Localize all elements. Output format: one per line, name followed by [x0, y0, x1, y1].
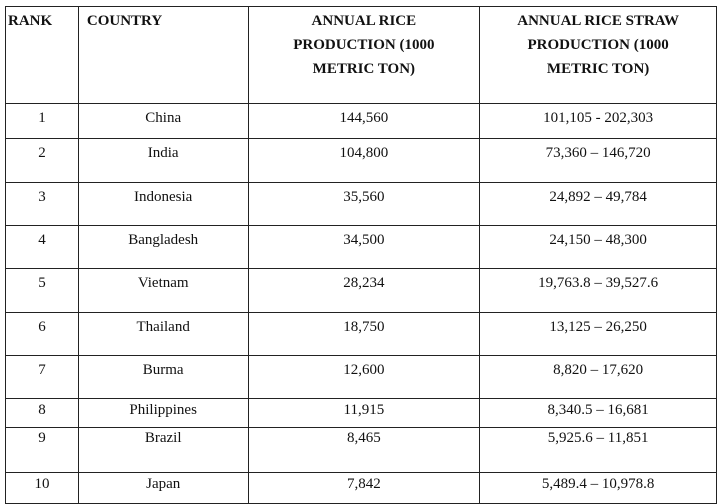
cell-rank: 2: [5, 138, 79, 183]
cell-straw-production: 5,489.4 – 10,978.8: [479, 472, 717, 504]
cell-rice-production: 12,600: [247, 355, 481, 399]
cell-rank: 9: [5, 427, 79, 473]
table-row: 1 China 144,560 101,105 - 202,303: [5, 103, 717, 139]
cell-straw-production: 101,105 - 202,303: [479, 103, 717, 139]
table-row: 3 Indonesia 35,560 24,892 – 49,784: [5, 182, 717, 226]
cell-straw-production: 8,340.5 – 16,681: [479, 398, 717, 428]
cell-rice-production: 34,500: [247, 225, 481, 269]
table-row: 2 India 104,800 73,360 – 146,720: [5, 138, 717, 183]
cell-straw-production: 73,360 – 146,720: [479, 138, 717, 183]
header-rice-production-text: ANNUAL RICE PRODUCTION (1000 METRIC TON): [293, 13, 435, 77]
cell-straw-production: 13,125 – 26,250: [479, 312, 717, 356]
cell-country: China: [77, 103, 249, 139]
cell-rice-production: 35,560: [247, 182, 481, 226]
table-row: 7 Burma 12,600 8,820 – 17,620: [5, 355, 717, 399]
cell-country: Japan: [77, 472, 249, 504]
table-row: 4 Bangladesh 34,500 24,150 – 48,300: [5, 225, 717, 269]
cell-country: Philippines: [77, 398, 249, 428]
header-row: RANK COUNTRY ANNUAL RICE PRODUCTION (100…: [5, 6, 717, 104]
table-row: 9 Brazil 8,465 5,925.6 – 11,851: [5, 427, 717, 473]
cell-rice-production: 28,234: [247, 268, 481, 313]
cell-straw-production: 24,150 – 48,300: [479, 225, 717, 269]
cell-rank: 1: [5, 103, 79, 139]
cell-rank: 4: [5, 225, 79, 269]
cell-rank: 10: [5, 472, 79, 504]
cell-straw-production: 24,892 – 49,784: [479, 182, 717, 226]
cell-rank: 7: [5, 355, 79, 399]
cell-rank: 6: [5, 312, 79, 356]
cell-country: Indonesia: [77, 182, 249, 226]
header-straw-production: ANNUAL RICE STRAW PRODUCTION (1000 METRI…: [479, 6, 717, 104]
header-straw-production-text: ANNUAL RICE STRAW PRODUCTION (1000 METRI…: [517, 13, 679, 77]
table-row: 10 Japan 7,842 5,489.4 – 10,978.8: [5, 472, 717, 504]
cell-rice-production: 8,465: [247, 427, 481, 473]
cell-straw-production: 5,925.6 – 11,851: [479, 427, 717, 473]
table-row: 6 Thailand 18,750 13,125 – 26,250: [5, 312, 717, 356]
cell-rank: 3: [5, 182, 79, 226]
header-country: COUNTRY: [77, 6, 249, 104]
cell-rice-production: 144,560: [247, 103, 481, 139]
rice-production-table: RANK COUNTRY ANNUAL RICE PRODUCTION (100…: [5, 6, 717, 504]
cell-country: Bangladesh: [77, 225, 249, 269]
table-row: 8 Philippines 11,915 8,340.5 – 16,681: [5, 398, 717, 428]
cell-straw-production: 19,763.8 – 39,527.6: [479, 268, 717, 313]
cell-rice-production: 104,800: [247, 138, 481, 183]
cell-country: Brazil: [77, 427, 249, 473]
cell-country: Vietnam: [77, 268, 249, 313]
cell-rank: 8: [5, 398, 79, 428]
cell-rice-production: 7,842: [247, 472, 481, 504]
cell-rice-production: 11,915: [247, 398, 481, 428]
cell-country: India: [77, 138, 249, 183]
cell-rice-production: 18,750: [247, 312, 481, 356]
table-row: 5 Vietnam 28,234 19,763.8 – 39,527.6: [5, 268, 717, 313]
cell-country: Thailand: [77, 312, 249, 356]
cell-rank: 5: [5, 268, 79, 313]
cell-straw-production: 8,820 – 17,620: [479, 355, 717, 399]
cell-country: Burma: [77, 355, 249, 399]
header-rice-production: ANNUAL RICE PRODUCTION (1000 METRIC TON): [247, 6, 481, 104]
header-rank: RANK: [5, 6, 79, 104]
